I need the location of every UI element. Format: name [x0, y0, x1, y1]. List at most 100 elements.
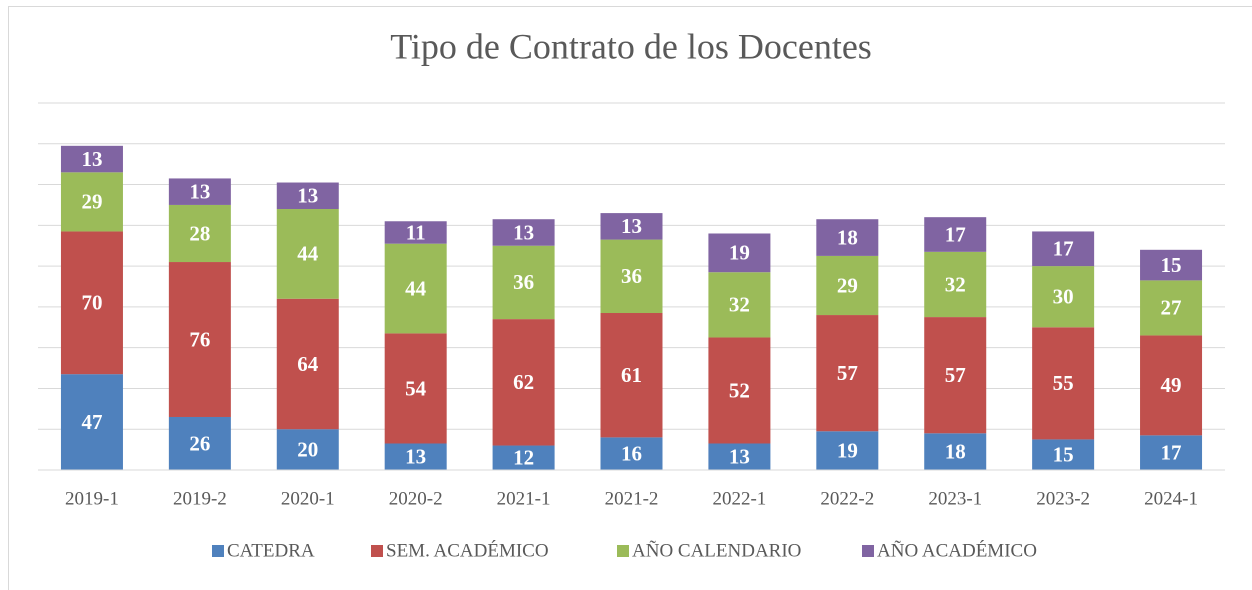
legend-swatch: [212, 545, 224, 557]
bar-segment: [168, 416, 231, 470]
data-label: 15: [1053, 443, 1074, 467]
data-label: 44: [405, 276, 427, 300]
data-label: 16: [621, 442, 642, 466]
data-label: 13: [513, 220, 534, 244]
x-tick-label: 2021-2: [605, 488, 659, 509]
data-label: 32: [729, 293, 750, 317]
x-tick-label: 2020-2: [389, 488, 443, 509]
data-label: 57: [837, 361, 858, 385]
data-label: 28: [189, 221, 210, 245]
data-label: 55: [1053, 371, 1074, 395]
bar-segment: [924, 317, 987, 434]
bar-segment: [492, 219, 555, 246]
bar-segment: [1032, 231, 1095, 267]
bar-segment: [384, 443, 447, 470]
legend-swatch: [371, 545, 383, 557]
bar-segment: [708, 443, 771, 470]
bar-segment: [276, 429, 339, 470]
x-tick-label: 2019-2: [173, 488, 227, 509]
bar-segment: [708, 337, 771, 444]
bar-segment: [924, 217, 987, 252]
bar-segment: [60, 231, 123, 375]
bar-segment: [492, 445, 555, 470]
bar-segment: [924, 251, 987, 318]
bar-segment: [1032, 327, 1095, 440]
chart-title: Tipo de Contrato de los Docentes: [390, 26, 872, 66]
bar-segment: [60, 145, 123, 173]
legend-label: AÑO CALENDARIO: [632, 539, 801, 561]
bar-segment: [600, 213, 663, 240]
data-label: 11: [406, 220, 426, 244]
data-label: 13: [297, 184, 318, 208]
bar-segment: [1140, 435, 1203, 470]
legend-label: CATEDRA: [227, 540, 315, 561]
data-label: 32: [945, 272, 966, 296]
data-label: 36: [621, 264, 642, 288]
data-label: 62: [513, 370, 534, 394]
data-label: 20: [297, 437, 318, 461]
bar-segment: [600, 313, 663, 438]
bar-segment: [600, 437, 663, 470]
bar-segment: [708, 233, 771, 273]
data-label: 13: [729, 445, 750, 469]
bar-segment: [276, 182, 339, 210]
data-label: 18: [945, 439, 966, 463]
bar-segment: [168, 178, 231, 205]
data-label: 76: [189, 327, 210, 351]
x-tick-label: 2023-2: [1036, 488, 1090, 509]
data-label: 27: [1161, 296, 1182, 320]
legend-swatch: [617, 545, 629, 557]
x-tick-label: 2019-1: [65, 488, 119, 509]
bar-segment: [60, 374, 123, 470]
bar-segment: [276, 209, 339, 299]
bar-segment: [1140, 280, 1203, 336]
bar-segment: [60, 172, 123, 232]
data-label: 52: [729, 378, 750, 402]
data-label: 57: [945, 363, 966, 387]
x-tick-label: 2024-1: [1144, 488, 1198, 509]
data-label: 29: [81, 190, 102, 214]
bar-segment: [816, 255, 879, 316]
legend-swatch: [862, 545, 874, 557]
data-label: 17: [1053, 237, 1074, 261]
data-label: 36: [513, 270, 534, 294]
data-label: 29: [837, 273, 858, 297]
data-label: 54: [405, 376, 427, 400]
x-tick-label: 2023-1: [928, 488, 982, 509]
bar-segment: [1140, 249, 1203, 281]
legend-label: AÑO ACADÉMICO: [877, 539, 1037, 561]
data-label: 47: [81, 410, 102, 434]
data-label: 13: [621, 214, 642, 238]
data-label: 26: [189, 431, 210, 455]
data-label: 13: [189, 180, 210, 204]
data-label: 12: [513, 446, 534, 470]
data-label: 30: [1053, 285, 1074, 309]
data-label: 44: [297, 242, 319, 266]
x-tick-label: 2020-1: [281, 488, 335, 509]
data-label: 19: [729, 241, 750, 265]
bar-segment: [924, 433, 987, 470]
data-label: 19: [837, 438, 858, 462]
bar-segment: [1140, 335, 1203, 436]
bar-segment: [384, 243, 447, 334]
data-label: 61: [621, 363, 642, 387]
data-label: 17: [945, 222, 966, 246]
bar-segment: [708, 272, 771, 338]
bar-segment: [1032, 266, 1095, 328]
bar-segment: [816, 315, 879, 432]
bar-segment: [276, 298, 339, 430]
bar-segment: [384, 333, 447, 444]
legend-label: SEM. ACADÉMICO: [386, 539, 549, 561]
bar-segment: [600, 239, 663, 314]
data-label: 17: [1161, 440, 1182, 464]
bar-segment: [384, 221, 447, 244]
data-label: 18: [837, 225, 858, 249]
data-label: 15: [1161, 253, 1182, 277]
data-label: 49: [1161, 373, 1182, 397]
bar-segment: [1032, 439, 1095, 470]
bar-segment: [168, 262, 231, 417]
bar-segment: [816, 219, 879, 256]
bar-segment: [168, 204, 231, 263]
data-label: 70: [81, 291, 102, 315]
